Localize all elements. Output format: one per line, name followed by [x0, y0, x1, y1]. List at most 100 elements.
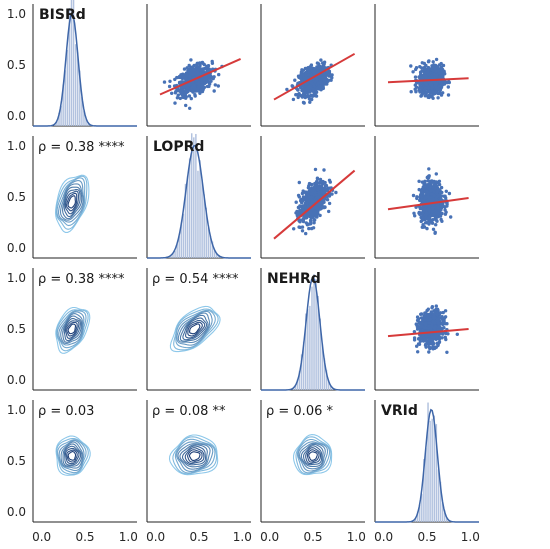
histogram-bar — [439, 481, 442, 522]
scatter-point — [311, 94, 315, 98]
scatter-point — [302, 204, 307, 208]
contour-line — [62, 186, 83, 220]
contour-line — [173, 308, 219, 351]
scatter-point — [322, 75, 326, 80]
scatter-point — [419, 312, 423, 316]
contour-line — [305, 447, 322, 465]
scatter-point — [313, 167, 318, 172]
scatter-point — [425, 314, 429, 319]
histogram-bar — [186, 175, 189, 258]
histogram-bar — [321, 343, 324, 390]
scatter-point — [409, 64, 413, 68]
histogram-bar — [58, 112, 60, 126]
scatter-point — [303, 91, 307, 95]
scatter-point — [424, 63, 428, 68]
scatter-point — [212, 89, 216, 93]
scatter-point — [308, 202, 313, 207]
scatter-point — [321, 179, 325, 184]
scatter-point — [310, 211, 314, 215]
scatter-point — [418, 65, 422, 69]
scatter-point — [430, 66, 434, 70]
histogram-bar — [83, 110, 85, 126]
scatter-point — [182, 67, 187, 71]
scatter-point — [419, 72, 423, 77]
contour-line — [185, 319, 206, 339]
histogram-bar — [184, 183, 187, 258]
contour-line — [169, 305, 221, 353]
scatter-point — [185, 86, 190, 90]
scatter-point — [204, 66, 208, 70]
contour-line — [303, 445, 323, 466]
scatter-point — [431, 227, 436, 231]
histogram-bar — [172, 252, 174, 258]
histogram-bar — [211, 241, 214, 258]
scatter-point — [417, 75, 421, 79]
scatter-point — [443, 208, 447, 212]
histogram-bar — [325, 369, 328, 390]
histogram-bar — [197, 170, 199, 258]
x-tick-label: 1.0 — [233, 530, 252, 544]
scatter-LOPRd-vs-NEHRd — [273, 167, 356, 240]
scatter-point — [327, 74, 331, 78]
scatter-point — [187, 94, 192, 98]
contour-line — [168, 434, 219, 476]
scatter-point — [199, 88, 203, 92]
scatter-point — [440, 211, 444, 216]
scatter-point — [434, 304, 438, 308]
scatter-point — [183, 84, 187, 88]
scatter-point — [315, 177, 320, 181]
scatter-point — [423, 94, 427, 98]
histogram-bar — [319, 318, 322, 390]
scatter-point — [321, 199, 325, 203]
scatter-point — [419, 93, 424, 98]
scatter-point — [432, 63, 436, 67]
scatter-point — [330, 76, 334, 80]
scatter-point — [439, 185, 444, 190]
scatter-point — [426, 69, 430, 73]
contour-line — [54, 174, 90, 233]
scatter-point — [428, 317, 432, 322]
scatter-point — [421, 185, 425, 189]
histogram-bar — [443, 510, 446, 522]
panel-LOPRd-VRId — [374, 136, 479, 259]
scatter-point — [428, 321, 432, 325]
scatter-point — [423, 86, 428, 90]
kde-contours-VRId-vs-LOPRd: ρ = 0.08 ** — [152, 404, 226, 476]
panel-NEHRd-LOPRd — [146, 268, 251, 391]
contour-line — [184, 447, 205, 465]
scatter-point — [430, 341, 434, 345]
scatter-point — [442, 316, 447, 320]
scatter-point — [312, 186, 316, 190]
scatter-point — [433, 186, 437, 190]
histogram-bar — [81, 96, 83, 126]
scatter-point — [420, 321, 424, 325]
scatter-point — [297, 225, 301, 229]
scatter-point — [429, 310, 433, 314]
histogram-bar — [294, 385, 297, 390]
contour-line — [187, 449, 203, 463]
scatter-point — [188, 75, 192, 79]
histogram-bar — [207, 227, 210, 258]
contour-line — [60, 441, 84, 469]
scatter-NEHRd-vs-VRId — [387, 304, 469, 354]
scatter-point — [433, 231, 437, 235]
scatter-point — [434, 172, 438, 176]
histogram-bar — [311, 286, 313, 390]
contour-line — [187, 321, 203, 337]
scatter-point — [317, 190, 321, 194]
scatter-point — [430, 305, 435, 309]
scatter-point — [429, 181, 434, 185]
scatter-point — [426, 72, 431, 76]
scatter-point — [217, 72, 221, 77]
contour-line — [295, 436, 332, 475]
scatter-point — [430, 338, 434, 342]
scatter-point — [179, 86, 183, 91]
scatter-point — [196, 72, 200, 76]
scatter-point — [291, 97, 296, 102]
scatter-point — [181, 95, 185, 100]
y-tick-label: 0.0 — [7, 241, 26, 255]
x-tick-label: 0.5 — [303, 530, 322, 544]
variable-label: LOPRd — [153, 139, 204, 155]
scatter-point — [322, 188, 326, 192]
scatter-point — [178, 89, 182, 93]
